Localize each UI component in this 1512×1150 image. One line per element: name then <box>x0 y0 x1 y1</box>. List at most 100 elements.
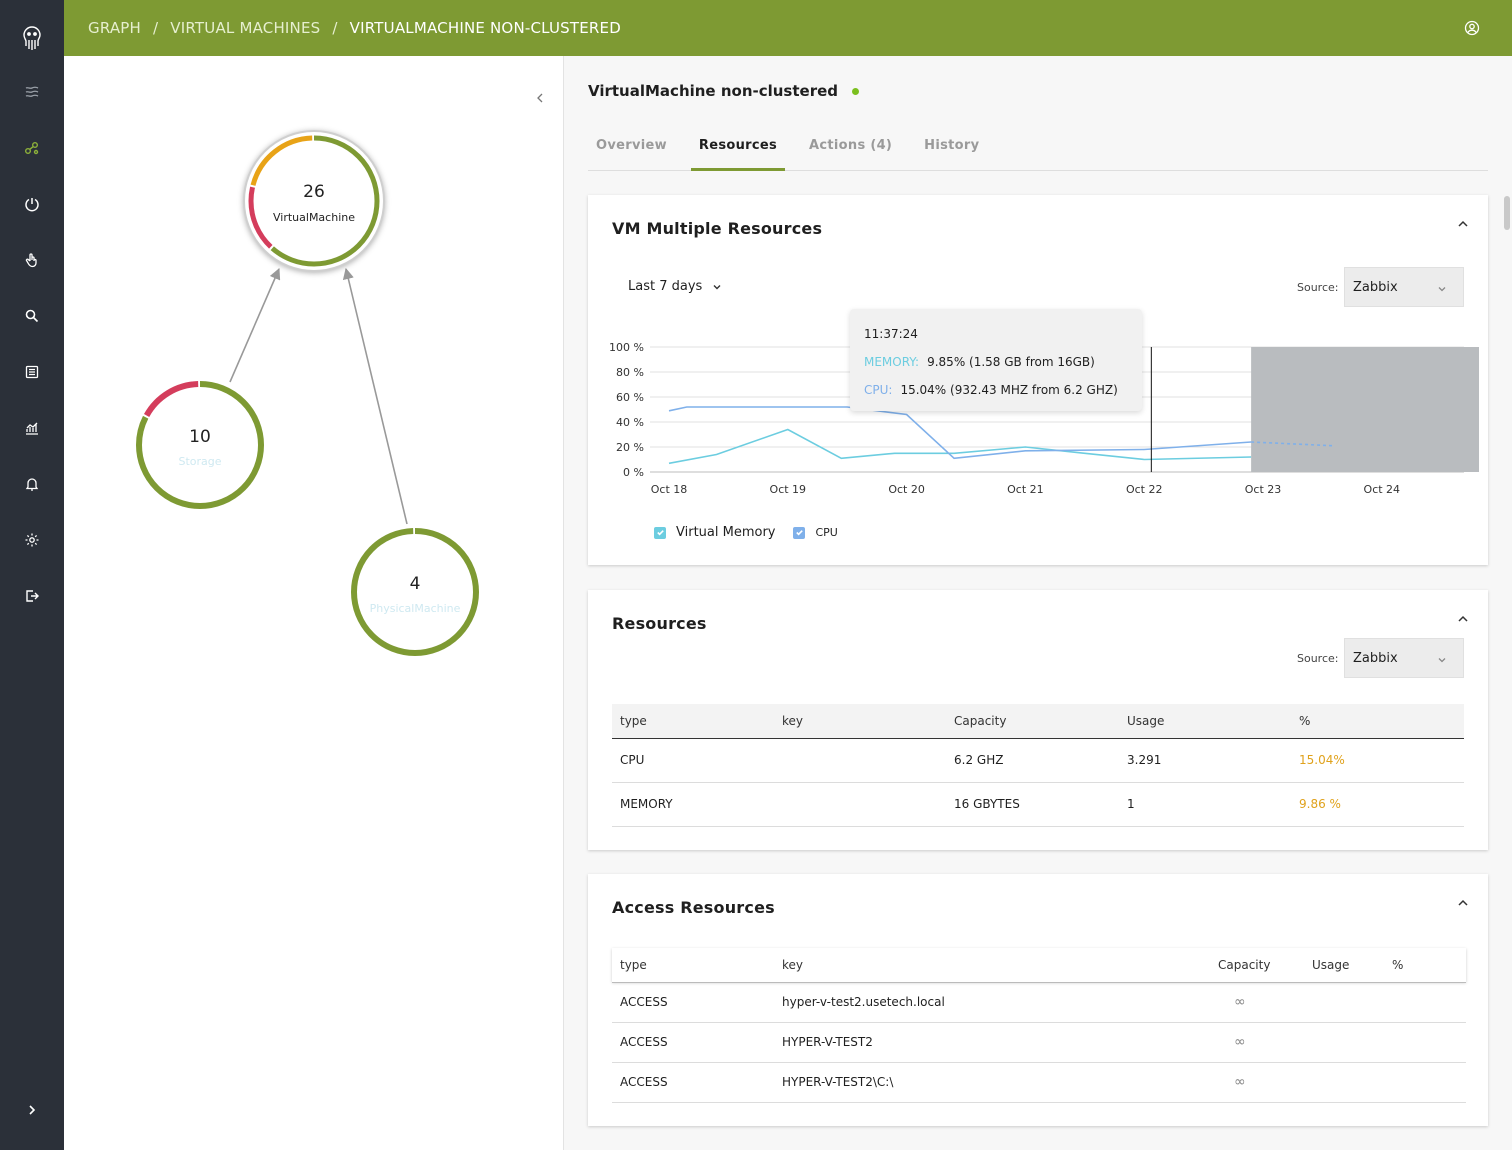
page-title: VirtualMachine non-clustered <box>588 82 860 100</box>
source-select[interactable]: Zabbix <box>1344 267 1464 307</box>
table-row[interactable]: MEMORY 16 GBYTES 1 9.86 % <box>612 782 1464 827</box>
resource-usage-chart: 100 % 80 % 60 % 40 % 20 % 0 % Oct 18 Oct 19 Oct … <box>609 341 1479 496</box>
search-icon[interactable] <box>18 302 46 330</box>
access-resources-card: Access Resources type key Capacity Usage… <box>588 874 1488 1126</box>
collapse-card-icon[interactable] <box>1456 217 1470 231</box>
legend-label: Virtual Memory <box>676 525 776 540</box>
node-storage[interactable]: 10 Storage <box>136 381 264 509</box>
cell-key: hyper-v-test2.usetech.local <box>774 982 1210 1023</box>
cell-key: HYPER-V-TEST2\C:\ <box>774 1062 1210 1103</box>
source-value: Zabbix <box>1353 650 1398 666</box>
cell-usage <box>1304 1062 1384 1103</box>
infinity-icon: ∞ <box>1210 1022 1304 1063</box>
cell-key: HYPER-V-TEST2 <box>774 1022 1210 1063</box>
column-header[interactable]: key <box>774 948 1210 983</box>
collapse-card-icon[interactable] <box>1456 896 1470 910</box>
column-header[interactable]: Usage <box>1119 704 1291 739</box>
logout-icon[interactable] <box>18 582 46 610</box>
graph-panel: 26 VirtualMachine 10 Storage 4 PhysicalM… <box>64 56 564 1150</box>
node-ring-segment <box>351 528 479 656</box>
checkbox-icon[interactable] <box>654 526 666 539</box>
cell-key <box>774 782 946 827</box>
hand-icon[interactable] <box>18 246 46 274</box>
collapse-card-icon[interactable] <box>1456 612 1470 626</box>
y-tick-label: 80 % <box>616 366 644 379</box>
table-row[interactable]: ACCESS HYPER-V-TEST2\C:\ ∞ <box>612 1062 1466 1103</box>
cell-type: ACCESS <box>612 982 774 1023</box>
breadcrumb-separator: / <box>153 19 159 37</box>
column-header[interactable]: key <box>774 704 946 739</box>
column-header[interactable]: % <box>1384 948 1466 983</box>
power-icon[interactable] <box>18 190 46 218</box>
column-header[interactable]: % <box>1291 704 1464 739</box>
cell-percent: 9.86 % <box>1291 782 1464 827</box>
list-icon[interactable] <box>18 358 46 386</box>
cell-type: ACCESS <box>612 1022 774 1063</box>
tooltip-memory-value: 9.85% (1.58 GB from 16GB) <box>927 355 1095 369</box>
node-virtualmachine[interactable]: 26 VirtualMachine <box>243 130 385 272</box>
series-line-virtual-memory <box>668 428 1252 465</box>
column-header[interactable]: type <box>612 948 774 983</box>
cell-type: ACCESS <box>612 1062 774 1103</box>
chart-icon[interactable] <box>18 414 46 442</box>
x-tick-label: Oct 22 <box>1126 483 1163 496</box>
source-label: Source: <box>1297 281 1339 294</box>
header-bar: GRAPH / VIRTUAL MACHINES / VIRTUALMACHIN… <box>64 0 1512 56</box>
user-account-icon[interactable] <box>1464 20 1480 36</box>
table-row[interactable]: CPU 6.2 GHZ 3.291 15.04% <box>612 738 1464 783</box>
layers-icon[interactable] <box>18 78 46 106</box>
table-row[interactable]: ACCESS HYPER-V-TEST2 ∞ <box>612 1022 1466 1063</box>
node-physicalmachine[interactable]: 4 PhysicalMachine <box>351 528 479 656</box>
expand-icon[interactable] <box>18 1096 46 1124</box>
legend-label: CPU <box>815 526 838 539</box>
gear-icon[interactable] <box>18 526 46 554</box>
node-count: 26 <box>303 182 325 202</box>
graph-icon[interactable] <box>18 134 46 162</box>
tab-actions[interactable]: Actions (4) <box>809 138 893 153</box>
edge-storage-to-vm <box>229 267 281 383</box>
column-header[interactable]: Capacity <box>1210 948 1304 983</box>
logo-icon[interactable] <box>18 22 46 54</box>
y-tick-label: 0 % <box>623 466 644 479</box>
breadcrumb-current: VIRTUALMACHINE NON-CLUSTERED <box>349 19 621 37</box>
source-select[interactable]: Zabbix <box>1344 638 1464 678</box>
cell-capacity: 16 GBYTES <box>946 782 1119 827</box>
chevron-down-icon <box>1438 287 1446 292</box>
card-title: VM Multiple Resources <box>612 219 823 238</box>
x-tick-label: Oct 18 <box>651 483 688 496</box>
chevron-down-icon <box>1438 658 1446 663</box>
resources-table: type key Capacity Usage % CPU 6.2 GHZ 3.… <box>612 704 1464 827</box>
series-line-cpu <box>668 406 1252 460</box>
node-label: PhysicalMachine <box>370 602 461 615</box>
tab-overview[interactable]: Overview <box>596 138 667 153</box>
legend-virtual-memory[interactable]: Virtual Memory <box>654 525 775 540</box>
column-header[interactable]: type <box>612 704 774 739</box>
breadcrumb-graph[interactable]: GRAPH <box>88 19 142 37</box>
bell-icon[interactable] <box>18 470 46 498</box>
legend-cpu[interactable]: CPU <box>793 526 838 539</box>
scrollbar[interactable] <box>1502 186 1512 1046</box>
tab-resources[interactable]: Resources <box>690 126 786 171</box>
node-ring-segment <box>248 135 380 267</box>
checkbox-icon[interactable] <box>793 526 806 539</box>
cell-percent: 15.04% <box>1291 738 1464 783</box>
tab-history[interactable]: History <box>924 138 980 153</box>
tooltip-time: 11:37:24 <box>864 327 918 341</box>
scrollbar-thumb[interactable] <box>1504 196 1510 230</box>
status-indicator <box>852 87 860 95</box>
y-tick-label: 60 % <box>616 391 644 404</box>
card-title: Access Resources <box>612 898 775 917</box>
time-range-select[interactable]: Last 7 days <box>628 279 722 294</box>
column-header[interactable]: Capacity <box>946 704 1119 739</box>
table-row[interactable]: ACCESS hyper-v-test2.usetech.local ∞ <box>612 982 1466 1023</box>
column-header[interactable]: Usage <box>1304 948 1384 983</box>
collapse-panel-icon[interactable] <box>532 90 548 106</box>
tab-bar: Overview Resources Actions (4) History <box>588 126 1488 171</box>
node-label: Storage <box>178 455 221 468</box>
time-range-value: Last 7 days <box>628 279 703 294</box>
card-title: Resources <box>612 614 707 633</box>
node-count: 10 <box>189 427 211 447</box>
node-ring-segment <box>248 135 380 267</box>
breadcrumb-virtual-machines[interactable]: VIRTUAL MACHINES <box>170 19 321 37</box>
breadcrumb-separator: / <box>332 19 338 37</box>
